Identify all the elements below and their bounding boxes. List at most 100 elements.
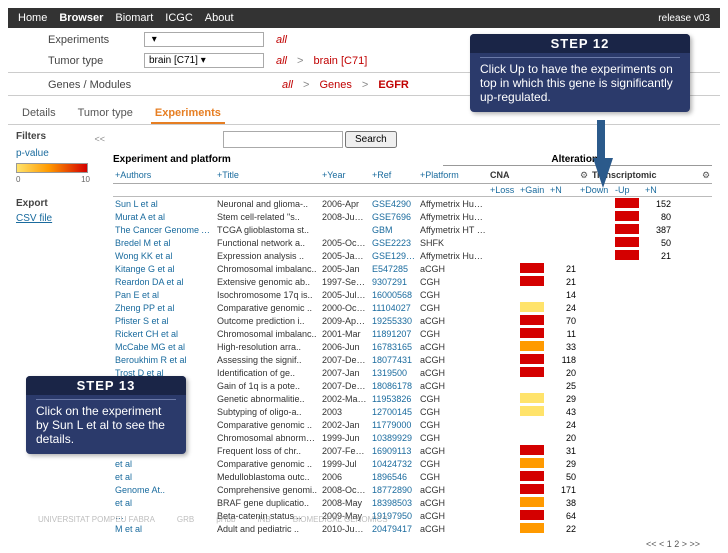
sort-authors[interactable]: +Authors [113, 168, 215, 183]
table-row[interactable]: Pfister S et alOutcome prediction i..200… [113, 314, 712, 327]
ref-link[interactable]: 19255330 [370, 316, 418, 326]
csv-link[interactable]: CSV file [16, 213, 105, 224]
sort-n2[interactable]: +N [643, 184, 673, 196]
ref-link[interactable]: GSE2223 [370, 238, 418, 248]
author-link[interactable]: et al [113, 498, 215, 508]
experiments-select[interactable]: ▾ [144, 32, 264, 47]
gear-icon[interactable]: ⚙ [700, 168, 712, 183]
table-row[interactable]: Zheng PP et alComparative genomic ..2000… [113, 301, 712, 314]
ref-link[interactable]: 9307291 [370, 277, 418, 287]
table-row[interactable]: McCabe MG et alHigh-resolution arra..200… [113, 340, 712, 353]
ref-link[interactable]: 11104027 [370, 303, 418, 313]
genes-crumb[interactable]: EGFR [378, 79, 409, 91]
experiments-all[interactable]: all [276, 34, 287, 46]
author-link[interactable]: Rickert CH et al [113, 329, 215, 339]
ref-link[interactable]: 1896546 [370, 472, 418, 482]
ref-link[interactable]: 10424732 [370, 459, 418, 469]
author-link[interactable]: Murat A et al [113, 212, 215, 222]
ref-link[interactable]: 1319500 [370, 368, 418, 378]
table-row[interactable]: Lo KC et alGain of 1q is a pote..2007-De… [113, 379, 712, 392]
ref-link[interactable]: GSE7696 [370, 212, 418, 222]
table-row[interactable]: Bredel M et alFunctional network a..2005… [113, 236, 712, 249]
nav-about[interactable]: About [205, 12, 234, 24]
sort-title[interactable]: +Title [215, 168, 320, 183]
author-link[interactable]: Wong KK et al [113, 251, 215, 261]
author-link[interactable]: et al [113, 472, 215, 482]
ref-link[interactable]: E547285 [370, 264, 418, 274]
table-row[interactable]: Pan E et alIsochromosome 17q is..2005-Ju… [113, 288, 712, 301]
author-link[interactable]: Zheng PP et al [113, 303, 215, 313]
author-link[interactable]: McCabe MG et al [113, 342, 215, 352]
export-heading: Export [16, 198, 105, 209]
genes-all[interactable]: all [282, 79, 293, 91]
table-row[interactable]: Sun L et alNeuronal and glioma-..2006-Ap… [113, 197, 712, 210]
ref-link[interactable]: 18772890 [370, 485, 418, 495]
table-row[interactable]: The Cancer Genome At..TCGA glioblastoma … [113, 223, 712, 236]
table-row[interactable]: et alChromosomal abnormal..1999-Jun10389… [113, 431, 712, 444]
table-row[interactable]: Rickert CH et alChromosomal imbalanc..20… [113, 327, 712, 340]
ref-link[interactable]: 12700145 [370, 407, 418, 417]
ref-link[interactable]: 11891207 [370, 329, 418, 339]
tumor-crumb[interactable]: brain [C71] [313, 55, 367, 67]
tab-tumor-type[interactable]: Tumor type [74, 104, 137, 124]
author-link[interactable]: Genome At.. [113, 485, 215, 495]
author-link[interactable]: Kitange G et al [113, 264, 215, 274]
ref-link[interactable]: 16909113 [370, 446, 418, 456]
author-link[interactable]: Pan E et al [113, 290, 215, 300]
release-label: release v03 [658, 13, 710, 24]
ref-link[interactable]: 11953826 [370, 394, 418, 404]
genes-mid[interactable]: Genes [319, 79, 351, 91]
sort-platform[interactable]: +Platform [418, 168, 488, 183]
nav-biomart[interactable]: Biomart [115, 12, 153, 24]
search-input[interactable] [223, 131, 343, 148]
author-link[interactable]: Reardon DA et al [113, 277, 215, 287]
ref-link[interactable]: 10389929 [370, 433, 418, 443]
collapse-sidebar-button[interactable]: << [94, 134, 105, 144]
pager[interactable]: << < 1 2 > >> [113, 535, 712, 553]
sort-loss[interactable]: +Loss [488, 184, 518, 196]
author-link[interactable]: Beroukhim R et al [113, 355, 215, 365]
table-row[interactable]: Wong KK et alExpression analysis ..2005-… [113, 249, 712, 262]
ref-link[interactable]: GSE12907 [370, 251, 418, 261]
author-link[interactable]: Bredel M et al [113, 238, 215, 248]
author-link[interactable]: Pfister S et al [113, 316, 215, 326]
gear-icon[interactable]: ⚙ [578, 168, 590, 183]
author-link[interactable]: et al [113, 459, 215, 469]
table-row[interactable]: Genome At..Comprehensive genomi..2008-Oc… [113, 483, 712, 496]
ref-link[interactable]: 18086178 [370, 381, 418, 391]
author-link[interactable]: The Cancer Genome At.. [113, 225, 215, 235]
table-row[interactable]: et alMedulloblastoma outc..20061896546CG… [113, 470, 712, 483]
ref-link[interactable]: GBM [370, 225, 418, 235]
ref-link[interactable]: 18398503 [370, 498, 418, 508]
table-row[interactable]: et alComparative genomic ..1999-Jul10424… [113, 457, 712, 470]
ref-link[interactable]: 16783165 [370, 342, 418, 352]
table-row[interactable]: Murat A et alStem cell-related "s..2008-… [113, 210, 712, 223]
search-button[interactable]: Search [345, 131, 397, 148]
ref-link[interactable]: 16000568 [370, 290, 418, 300]
tab-details[interactable]: Details [18, 104, 60, 124]
ref-link[interactable]: 18077431 [370, 355, 418, 365]
table-row[interactable]: et alFrequent loss of chr..2007-Feb-1516… [113, 444, 712, 457]
sort-ref[interactable]: +Ref [370, 168, 418, 183]
sort-n1[interactable]: +N [548, 184, 578, 196]
sort-gain[interactable]: +Gain [518, 184, 548, 196]
table-row[interactable]: Trost D et alIdentification of ge..2007-… [113, 366, 712, 379]
tumor-all[interactable]: all [276, 55, 287, 67]
nav-home[interactable]: Home [18, 12, 47, 24]
tumor-select[interactable]: brain [C71] ▾ [144, 53, 264, 68]
table-row[interactable]: et alSubtyping of oligo-a..200312700145C… [113, 405, 712, 418]
nav-icgc[interactable]: ICGC [165, 12, 193, 24]
sort-year[interactable]: +Year [320, 168, 370, 183]
pvalue-gradient[interactable] [16, 163, 88, 173]
ref-link[interactable]: 11779000 [370, 420, 418, 430]
author-link[interactable]: Sun L et al [113, 199, 215, 209]
table-row[interactable]: Carter M et alGenetic abnormalitie..2002… [113, 392, 712, 405]
table-row[interactable]: et alComparative genomic ..2002-Jan11779… [113, 418, 712, 431]
sort-up[interactable]: -Up [613, 184, 643, 196]
table-row[interactable]: Kitange G et alChromosomal imbalanc..200… [113, 262, 712, 275]
tab-experiments[interactable]: Experiments [151, 104, 225, 124]
nav-browser[interactable]: Browser [59, 12, 103, 24]
table-row[interactable]: Beroukhim R et alAssessing the signif..2… [113, 353, 712, 366]
table-row[interactable]: Reardon DA et alExtensive genomic ab..19… [113, 275, 712, 288]
ref-link[interactable]: GSE4290 [370, 199, 418, 209]
